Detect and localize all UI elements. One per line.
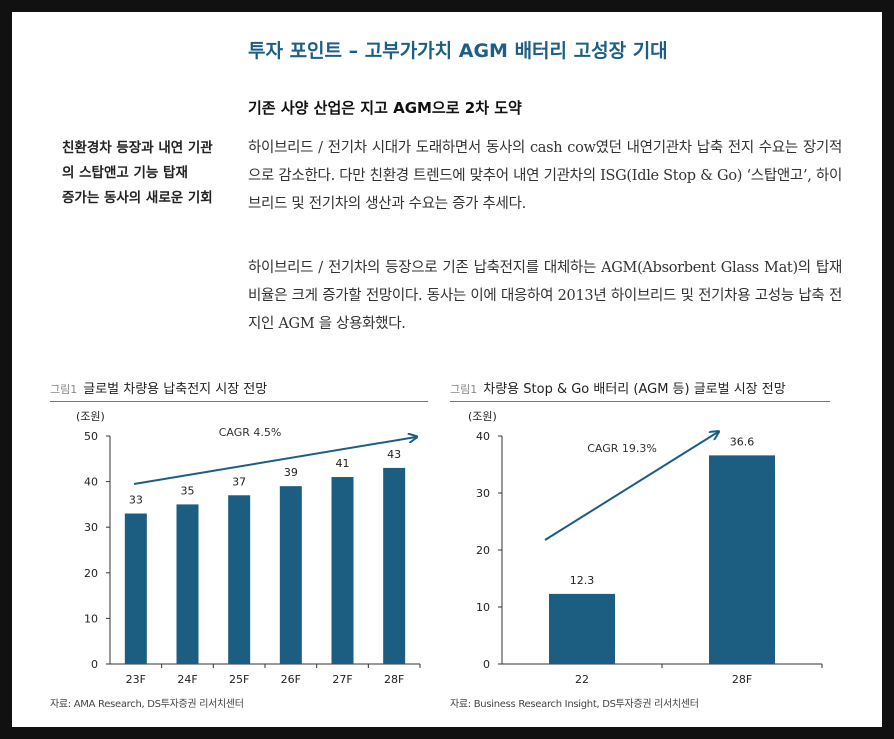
bar-value-label: 37: [232, 475, 246, 488]
x-tick-label: 23F: [126, 673, 146, 686]
page-title: 투자 포인트 – 고부가가치 AGM 배터리 고성장 기대: [248, 40, 668, 62]
y-tick-label: 10: [476, 601, 490, 614]
x-tick-label: 25F: [229, 673, 249, 686]
bar: [383, 467, 406, 664]
bar: [549, 593, 615, 664]
bar-value-label: 12.3: [570, 574, 595, 587]
y-tick-label: 0: [483, 658, 490, 671]
bar-value-label: 35: [181, 484, 195, 497]
bar-value-label: 43: [387, 448, 401, 461]
figure-1-label: 그림1: [50, 383, 78, 396]
y-tick-label: 30: [476, 487, 490, 500]
y-tick-label: 30: [84, 521, 98, 534]
bar: [709, 455, 775, 664]
figure-1-source: 자료: AMA Research, DS투자증권 리서치센터: [50, 699, 244, 710]
cagr-arrow: [133, 437, 416, 485]
side-note-line: 의 스탑앤고 기능 탑재: [62, 165, 188, 181]
cagr-annotation: CAGR 4.5%: [219, 426, 282, 439]
side-note: 친환경차 등장과 내연 기관 의 스탑앤고 기능 탑재 증가는 동사의 새로운 …: [62, 136, 240, 211]
x-tick-label: 28F: [384, 673, 404, 686]
bar-value-label: 39: [284, 466, 298, 479]
y-tick-label: 20: [476, 544, 490, 557]
x-tick-label: 22: [575, 673, 589, 686]
side-note-line: 증가는 동사의 새로운 기회: [62, 190, 213, 206]
y-axis-unit-label: (조원): [76, 410, 105, 423]
figure-1-title: 그림1 글로벌 차량용 납축전지 시장 전망: [50, 378, 267, 397]
cagr-annotation: CAGR 19.3%: [587, 442, 657, 455]
figure-2-label: 그림1: [450, 383, 478, 396]
bar: [279, 486, 302, 664]
figure-2-caption: 차량용 Stop & Go 배터리 (AGM 등) 글로벌 시장 전망: [483, 382, 786, 397]
bar: [228, 495, 251, 664]
y-tick-label: 10: [84, 612, 98, 625]
x-tick-label: 26F: [281, 673, 301, 686]
figure-2-title: 그림1 차량용 Stop & Go 배터리 (AGM 등) 글로벌 시장 전망: [450, 378, 786, 397]
body-paragraph: 하이브리드 / 전기차 시대가 도래하면서 동사의 cash cow였던 내연기…: [248, 140, 842, 212]
figure-2-rule: [450, 401, 830, 402]
side-note-line: 친환경차 등장과 내연 기관: [62, 140, 213, 156]
y-tick-label: 40: [84, 476, 98, 489]
bar-value-label: 33: [129, 494, 143, 507]
y-tick-label: 0: [91, 658, 98, 671]
figure-1-caption: 글로벌 차량용 납축전지 시장 전망: [83, 382, 268, 397]
section-subtitle: 기존 사양 산업은 지고 AGM으로 2차 도약: [248, 99, 522, 117]
cagr-arrow: [544, 432, 718, 541]
bar-value-label: 41: [336, 457, 350, 470]
figure-2-source: 자료: Business Research Insight, DS투자증권 리서…: [450, 699, 699, 710]
figure-1-rule: [50, 401, 428, 402]
bar: [176, 504, 199, 664]
body-paragraph: 하이브리드 / 전기차의 등장으로 기존 납축전지를 대체하는 AGM(Abso…: [248, 260, 842, 332]
x-tick-label: 28F: [732, 673, 752, 686]
x-tick-label: 24F: [177, 673, 197, 686]
report-page: 투자 포인트 – 고부가가치 AGM 배터리 고성장 기대 기존 사양 산업은 …: [12, 12, 882, 727]
y-tick-label: 20: [84, 567, 98, 580]
bar-value-label: 36.6: [730, 435, 755, 448]
bar: [331, 477, 354, 664]
figure-2-chart: (조원) 0 10 20 30 40 12.3 22 36.6 28F CAGR 19.3%: [468, 410, 823, 686]
figure-1-chart: (조원) 0 10 20 30 40 50 33 23F 35 24F 37 25F 39 26F 41 27F…: [76, 410, 421, 686]
x-tick-label: 27F: [332, 673, 352, 686]
bar: [124, 513, 147, 664]
y-axis-unit-label: (조원): [468, 410, 497, 423]
y-tick-label: 40: [476, 430, 490, 443]
y-tick-label: 50: [84, 430, 98, 443]
